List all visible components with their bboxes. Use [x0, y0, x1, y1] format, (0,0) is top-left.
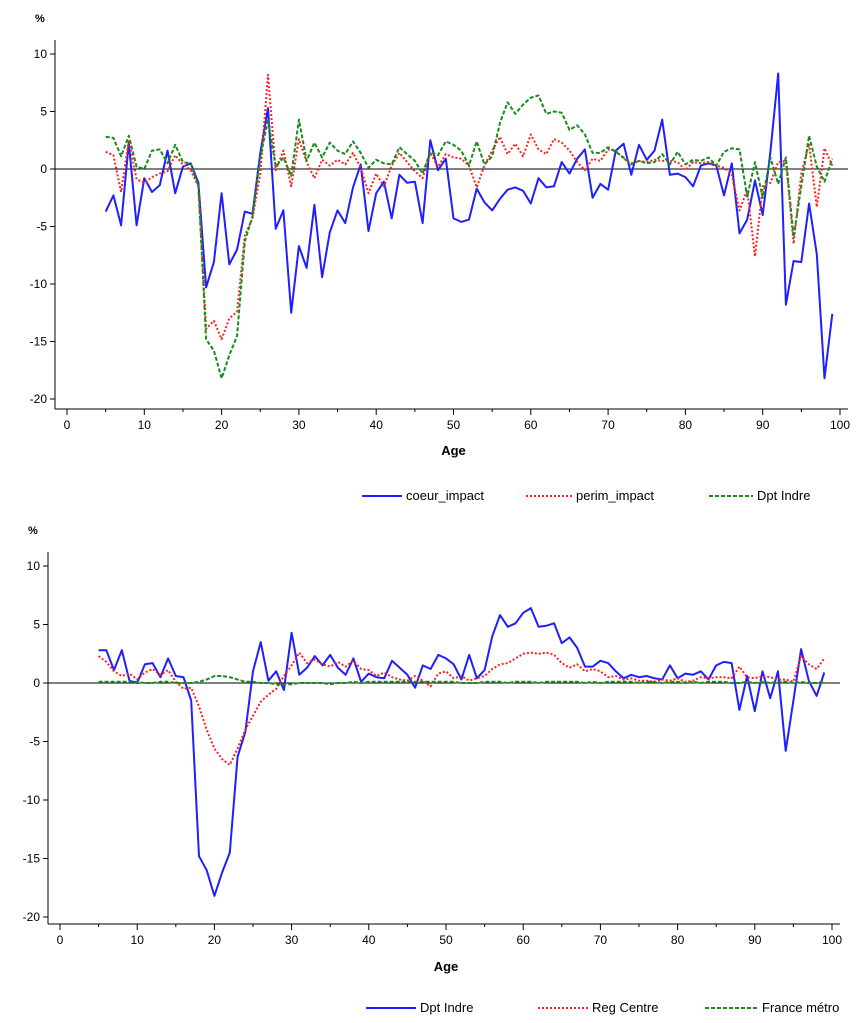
- legend-label: France métro: [762, 1000, 839, 1015]
- legend-label: coeur_impact: [406, 488, 484, 503]
- y-tick-label: 10: [27, 559, 41, 573]
- y-tick-label: -20: [30, 392, 48, 406]
- x-tick-label: 20: [215, 418, 229, 432]
- y-tick-label: -15: [30, 335, 48, 349]
- x-tick-label: 50: [439, 933, 453, 947]
- x-tick-label: 80: [679, 418, 693, 432]
- y-tick-label: -15: [23, 852, 41, 866]
- series-line-reg-centre: [97, 651, 826, 766]
- series-line-dpt-indre: [98, 607, 826, 897]
- x-tick-label: 70: [594, 933, 608, 947]
- x-tick-label: 80: [671, 933, 685, 947]
- x-tick-label: 50: [447, 418, 461, 432]
- x-tick-label: 10: [131, 933, 145, 947]
- top-chart: 10 5 0 -5 -10 -15 -20 0 10 20 30 40 50 60 70 80 90 100% Ag…: [30, 13, 851, 503]
- legend-label: Dpt Indre: [420, 1000, 473, 1015]
- x-tick-label: 40: [362, 933, 376, 947]
- series-line-perim-impact: [105, 73, 834, 341]
- y-unit-label: %: [35, 13, 45, 25]
- x-tick-label: 0: [64, 418, 71, 432]
- y-tick-label: 0: [33, 676, 40, 690]
- legend-label: Dpt Indre: [757, 488, 810, 503]
- y-tick-label: -20: [23, 910, 41, 924]
- x-tick-label: 60: [524, 418, 538, 432]
- x-tick-label: 0: [57, 933, 64, 947]
- x-tick-label: 40: [370, 418, 384, 432]
- x-axis-title: Age: [441, 443, 466, 458]
- y-tick-label: 10: [34, 47, 48, 61]
- x-tick-label: 100: [830, 418, 850, 432]
- y-tick-label: -5: [29, 735, 40, 749]
- legend-label: perim_impact: [576, 488, 654, 503]
- x-tick-label: 10: [138, 418, 152, 432]
- y-tick-label: -5: [36, 220, 47, 234]
- series-line-coeur-impact: [104, 72, 834, 380]
- x-tick-label: 60: [517, 933, 531, 947]
- legend-label: Reg Centre: [592, 1000, 658, 1015]
- x-axis-title: Age: [434, 959, 459, 974]
- y-tick-label: -10: [23, 793, 41, 807]
- y-tick-label: 5: [40, 105, 47, 119]
- y-tick-label: 5: [33, 618, 40, 632]
- x-tick-label: 20: [208, 933, 222, 947]
- y-unit-label: %: [28, 525, 38, 537]
- x-tick-label: 30: [292, 418, 306, 432]
- y-tick-label: -10: [30, 277, 48, 291]
- x-tick-label: 100: [822, 933, 842, 947]
- x-tick-label: 90: [756, 418, 770, 432]
- bottom-chart: 10 5 0 -5 -10 -15 -20 0 10 20 30 40 50 60 70 80 90 100% Ag…: [0, 512, 864, 1023]
- series-line-dpt-indre: [105, 94, 834, 380]
- x-tick-label: 70: [601, 418, 615, 432]
- x-tick-label: 30: [285, 933, 299, 947]
- series-line-france-m-tro: [98, 675, 825, 686]
- y-tick-label: 0: [40, 162, 47, 176]
- x-tick-label: 90: [748, 933, 762, 947]
